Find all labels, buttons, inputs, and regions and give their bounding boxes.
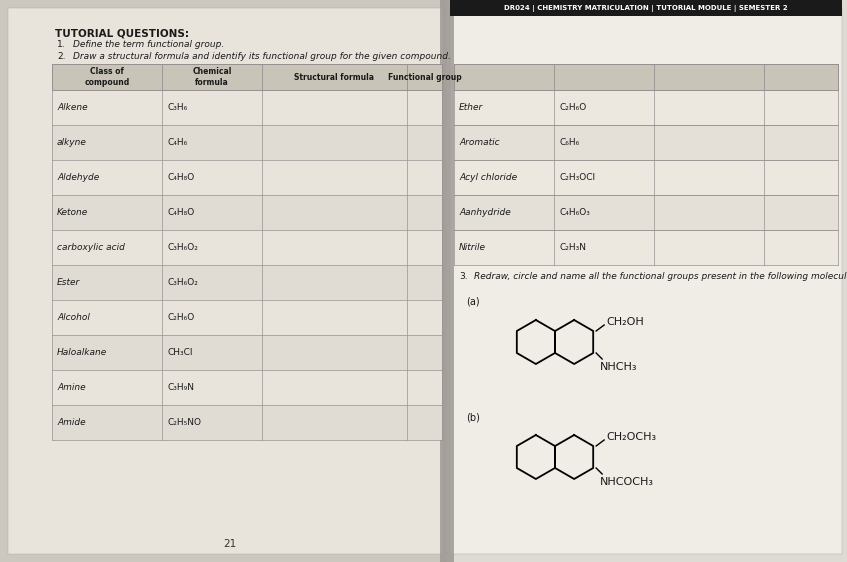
- Bar: [52, 195, 442, 230]
- Text: C₄H₈O: C₄H₈O: [167, 173, 194, 182]
- Text: Alcohol: Alcohol: [57, 313, 90, 322]
- Bar: [454, 195, 838, 230]
- Text: 2.: 2.: [57, 52, 65, 61]
- Text: C₆H₆: C₆H₆: [559, 138, 579, 147]
- Text: Amine: Amine: [57, 383, 86, 392]
- Bar: [52, 125, 442, 160]
- Text: Nitrile: Nitrile: [459, 243, 486, 252]
- Text: Aanhydride: Aanhydride: [459, 208, 511, 217]
- Bar: [454, 64, 838, 90]
- Text: Amide: Amide: [57, 418, 86, 427]
- Bar: [52, 265, 442, 300]
- Text: C₄H₆O₃: C₄H₆O₃: [559, 208, 590, 217]
- Bar: [8, 8, 443, 554]
- Text: Define the term functional group.: Define the term functional group.: [73, 40, 224, 49]
- Text: TUTORIAL QUESTIONS:: TUTORIAL QUESTIONS:: [55, 28, 189, 38]
- Bar: [454, 160, 838, 195]
- Text: NHCOCH₃: NHCOCH₃: [601, 477, 654, 487]
- Text: CH₂OH: CH₂OH: [606, 317, 644, 327]
- Bar: [52, 370, 442, 405]
- Text: CH₃Cl: CH₃Cl: [167, 348, 192, 357]
- Bar: [440, 0, 454, 562]
- Text: C₂H₃N: C₂H₃N: [559, 243, 586, 252]
- Bar: [52, 90, 442, 125]
- Text: C₂H₆O: C₂H₆O: [559, 103, 586, 112]
- Text: Ester: Ester: [57, 278, 80, 287]
- Text: Functional group: Functional group: [388, 72, 462, 81]
- Text: Acyl chloride: Acyl chloride: [459, 173, 518, 182]
- Text: Aldehyde: Aldehyde: [57, 173, 99, 182]
- Bar: [52, 335, 442, 370]
- Text: (a): (a): [466, 297, 479, 307]
- Text: carboxylic acid: carboxylic acid: [57, 243, 125, 252]
- Text: C₄H₈O: C₄H₈O: [167, 208, 194, 217]
- Bar: [52, 160, 442, 195]
- Text: Chemical
formula: Chemical formula: [192, 67, 232, 87]
- Text: Ketone: Ketone: [57, 208, 88, 217]
- Text: C₂H₃OCl: C₂H₃OCl: [559, 173, 595, 182]
- Text: C₂H₆O: C₂H₆O: [167, 313, 194, 322]
- Text: Redraw, circle and name all the functional groups present in the following molec: Redraw, circle and name all the function…: [474, 272, 847, 281]
- Text: Alkene: Alkene: [57, 103, 87, 112]
- Text: Draw a structural formula and identify its functional group for the given compou: Draw a structural formula and identify i…: [73, 52, 451, 61]
- Text: alkyne: alkyne: [57, 138, 87, 147]
- Text: C₃H₆O₂: C₃H₆O₂: [167, 278, 198, 287]
- Text: Aromatic: Aromatic: [459, 138, 500, 147]
- Bar: [454, 90, 838, 125]
- Text: 21: 21: [224, 539, 236, 549]
- Text: C₃H₆: C₃H₆: [167, 103, 187, 112]
- Bar: [450, 8, 842, 554]
- Text: Structural formula: Structural formula: [295, 72, 374, 81]
- Bar: [52, 300, 442, 335]
- Text: CH₂OCH₃: CH₂OCH₃: [606, 432, 656, 442]
- Text: DR024 | CHEMISTRY MATRICULATION | TUTORIAL MODULE | SEMESTER 2: DR024 | CHEMISTRY MATRICULATION | TUTORI…: [504, 4, 788, 11]
- Text: C₄H₆: C₄H₆: [167, 138, 187, 147]
- Bar: [454, 125, 838, 160]
- Text: NHCH₃: NHCH₃: [601, 362, 638, 372]
- Bar: [447, 0, 847, 562]
- Bar: [52, 405, 442, 440]
- Text: C₃H₉N: C₃H₉N: [167, 383, 194, 392]
- Text: (b): (b): [466, 412, 480, 422]
- Bar: [52, 230, 442, 265]
- Text: Haloalkane: Haloalkane: [57, 348, 108, 357]
- Bar: [450, 0, 842, 16]
- Bar: [0, 0, 447, 562]
- Text: C₃H₆O₂: C₃H₆O₂: [167, 243, 198, 252]
- Text: Ether: Ether: [459, 103, 484, 112]
- Text: C₂H₅NO: C₂H₅NO: [167, 418, 201, 427]
- Text: Class of
compound: Class of compound: [85, 67, 130, 87]
- Text: 3.: 3.: [459, 272, 468, 281]
- Bar: [52, 64, 442, 90]
- Bar: [454, 230, 838, 265]
- Text: 1.: 1.: [57, 40, 65, 49]
